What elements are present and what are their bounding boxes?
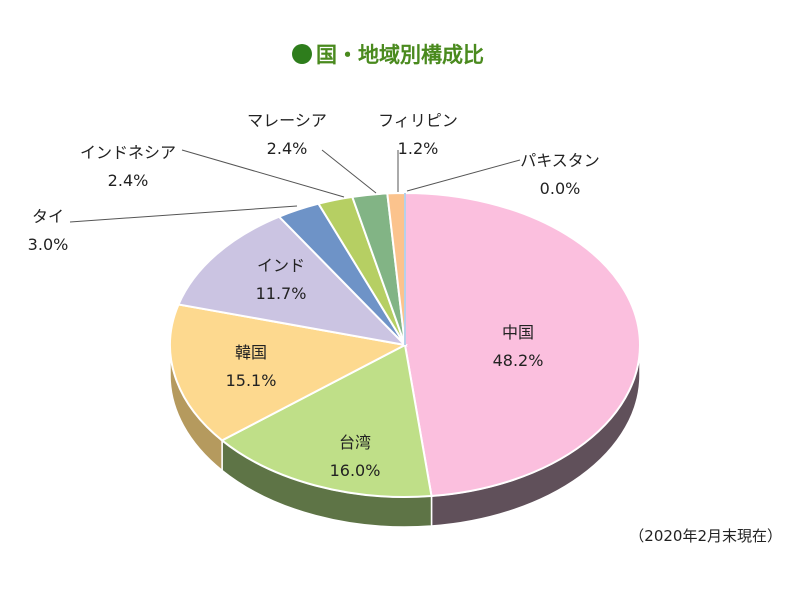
slice-label-name-7: フィリピン: [378, 111, 458, 130]
slice-label-value-4: 3.0%: [28, 235, 69, 254]
chart-title-text: 国・地域別構成比: [316, 43, 484, 67]
slice-label-value-3: 11.7%: [256, 284, 307, 303]
pie-slice-1: [220, 343, 433, 498]
date-note: （2020年2月末現在）: [629, 527, 782, 545]
leader-line-5: [181, 149, 345, 198]
pie-slice-3: [177, 215, 408, 347]
slice-label-value-1: 16.0%: [330, 461, 381, 480]
slice-label-name-3: インド: [257, 256, 305, 275]
pie-slices: [169, 191, 641, 498]
leader-line-4: [69, 205, 298, 223]
slice-label-name-1: 台湾: [339, 433, 371, 452]
slice-label-value-7: 1.2%: [398, 139, 439, 158]
slice-label-name-0: 中国: [502, 323, 534, 342]
slice-label-name-4: タイ: [32, 207, 64, 226]
slice-label-value-5: 2.4%: [108, 171, 149, 190]
pie-slice-0: [404, 191, 641, 498]
slice-label-value-8: 0.0%: [540, 179, 581, 198]
chart-title: 国・地域別構成比: [292, 43, 484, 67]
slice-label-name-5: インドネシア: [80, 143, 176, 162]
slice-label-value-0: 48.2%: [493, 351, 544, 370]
title-bullet-icon: [292, 44, 312, 64]
leader-line-8: [406, 159, 521, 192]
leader-line-6: [321, 149, 377, 194]
slice-label-value-2: 15.1%: [226, 371, 277, 390]
slice-label-name-8: パキスタン: [520, 151, 600, 170]
slice-labels: 中国 48.2% 台湾 16.0% 韓国 15.1% インド 11.7% タイ 3.0% インドネシ…: [28, 111, 600, 480]
slice-label-name-6: マレーシア: [247, 111, 327, 130]
pie-slice-2: [169, 303, 409, 442]
leader-lines: [69, 149, 521, 223]
slice-label-value-6: 2.4%: [267, 139, 308, 158]
slice-label-name-2: 韓国: [235, 343, 267, 362]
